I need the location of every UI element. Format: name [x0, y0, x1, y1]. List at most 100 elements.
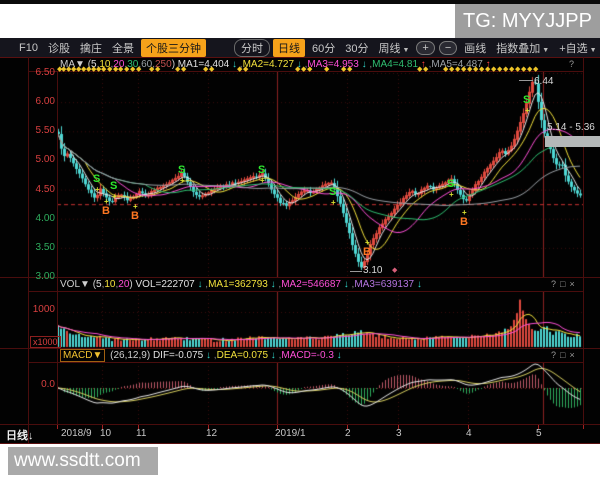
event-diamond-icon: ◆ — [175, 66, 181, 73]
divider — [28, 362, 583, 363]
toolbar-catch-banker-button[interactable]: 擒庄 — [79, 42, 102, 55]
pane-maximize-icon[interactable]: □ — [560, 350, 570, 360]
signal-sparkle-icon: + — [449, 190, 454, 199]
macd-value: DEA=0.075 — [216, 350, 269, 361]
event-diamond-icon: ◆ — [491, 66, 497, 73]
date-axis-tick — [538, 425, 539, 429]
event-diamond-icon: ◆ — [467, 66, 473, 73]
vol-value: 20 — [118, 279, 130, 290]
ma-value: MA1=4.404 — [177, 59, 230, 70]
chevron-down-icon: ▼ — [542, 46, 550, 54]
ma-value: , — [110, 59, 114, 70]
signal-sparkle-icon: + — [331, 198, 336, 207]
event-diamond-icon: ◆ — [449, 66, 455, 73]
ma-value: MA2=4.727 — [242, 59, 295, 70]
date-axis-tick — [468, 425, 469, 429]
event-diamond-icon: ◆ — [136, 66, 142, 73]
event-diamond-icon: ◆ — [155, 66, 161, 73]
main-price-chart[interactable] — [57, 71, 583, 277]
plot-right-border — [583, 57, 584, 424]
date-axis-label: 12 — [206, 428, 218, 439]
macd-indicator-header: MACD▼ (26,12,9) DIF=-0.075 ↓ ,DEA=0.075 … — [60, 349, 342, 362]
event-diamond-icon: ◆ — [124, 66, 130, 73]
signal-sparkle-icon: + — [133, 202, 138, 211]
period-high-label: 6.44 — [534, 76, 554, 87]
zoom-out-button[interactable]: − — [438, 40, 458, 55]
pane-close-icon[interactable]: × — [569, 279, 579, 289]
event-diamond-icon: ◆ — [307, 66, 313, 73]
pane-maximize-icon[interactable]: □ — [560, 279, 570, 289]
vol-dropdown[interactable]: VOL▼ — [60, 279, 93, 290]
signal-s-marker: S — [258, 164, 266, 176]
macd-chart[interactable] — [57, 362, 583, 424]
ma-value: ( — [87, 59, 92, 70]
volume-axis-label: 1000 — [32, 304, 55, 315]
vol-value: 5 — [96, 279, 102, 290]
event-diamond-icon: ◆ — [61, 66, 67, 73]
divider — [28, 291, 583, 292]
event-diamond-icon: ◆ — [107, 66, 113, 73]
signal-b-marker: B — [102, 205, 110, 217]
event-diamond-icon: ◆ — [455, 66, 461, 73]
signal-s-marker: S — [329, 186, 337, 198]
toolbar-daily-button[interactable]: 日线 — [272, 38, 305, 57]
ma-dropdown[interactable]: MA▼ — [60, 59, 88, 70]
ma-value: ) — [171, 59, 178, 70]
price-axis-label: 4.50 — [35, 183, 55, 195]
ma-value: 250 — [155, 59, 172, 70]
signal-sparkle-icon: + — [525, 106, 530, 115]
zoom-in-button[interactable]: + — [416, 40, 435, 55]
add-watchlist-dropdown[interactable]: +自选 ▼ — [554, 40, 600, 56]
toolbar-30min-button[interactable]: 30分 — [345, 42, 369, 55]
pane-close-icon[interactable]: × — [569, 350, 579, 360]
signal-b-marker: B — [131, 210, 139, 222]
price-axis-label: 4.00 — [35, 212, 55, 224]
date-axis-label: 4 — [466, 428, 472, 439]
toolbar-minute-button[interactable]: 分时 — [233, 38, 270, 57]
ma-value: , — [301, 59, 308, 70]
ma-value: ↓ — [358, 59, 367, 70]
period-selector[interactable]: 日线↓ — [6, 427, 34, 443]
toolbar-weekly-label: 周线 — [378, 42, 401, 55]
date-axis-tick — [57, 425, 58, 429]
date-axis-label: 10 — [100, 428, 112, 439]
pane-help-icon[interactable]: ? — [551, 279, 561, 289]
vol-pane-icons: ?□× — [551, 279, 579, 289]
vol-value: MA3=639137 — [354, 279, 415, 290]
ma-value: MA3=4.953 — [307, 59, 359, 70]
event-diamond-icon: ◆ — [485, 66, 491, 73]
volume-chart[interactable] — [57, 291, 583, 348]
site-watermark: www.ssdtt.com — [8, 447, 158, 475]
signal-sparkle-icon: + — [112, 192, 117, 201]
ma-value: , — [237, 59, 243, 70]
signal-sparkle-icon: + — [104, 197, 109, 206]
pane-help-icon[interactable]: ? — [551, 350, 561, 360]
vol-value: MA2=546687 — [281, 279, 341, 290]
toolbar-diagnose-button[interactable]: 诊股 — [47, 42, 70, 55]
event-diamond-icon: ◆ — [473, 66, 479, 73]
signal-sparkle-icon: + — [95, 185, 100, 194]
macd-dropdown[interactable]: MACD▼ — [60, 349, 106, 362]
toolbar-weekly-dropdown[interactable]: 周线 ▼ — [373, 40, 414, 56]
event-diamond-icon: ◆ — [301, 66, 307, 73]
vol-value: ↓ — [414, 279, 422, 290]
vol-value: , — [101, 279, 105, 290]
event-diamond-icon: ◆ — [237, 66, 243, 73]
top-strip — [0, 0, 600, 4]
index-overlay-dropdown[interactable]: 指数叠加 ▼ — [491, 40, 554, 56]
toolbar-panorama-button[interactable]: 全景 — [111, 42, 134, 55]
macd-value: (26,12,9) — [107, 350, 153, 361]
draw-line-button[interactable]: 画线 — [464, 42, 487, 55]
event-diamond-icon: ◆ — [81, 66, 87, 73]
toolbar-stock-3min-button[interactable]: 个股三分钟 — [140, 38, 206, 57]
toolbar-f10-button[interactable]: F10 — [19, 41, 38, 54]
price-axis-label: 5.00 — [35, 154, 55, 166]
pane-help-icon[interactable]: ? — [569, 59, 579, 69]
event-diamond-icon: ◆ — [497, 66, 503, 73]
event-diamond-icon: ◆ — [66, 66, 72, 73]
ma-value: ↑ — [418, 59, 426, 70]
arrow-down-icon: ↓ — [28, 430, 34, 442]
event-diamond-icon: ◆ — [417, 66, 423, 73]
toolbar-60min-button[interactable]: 60分 — [311, 42, 336, 55]
